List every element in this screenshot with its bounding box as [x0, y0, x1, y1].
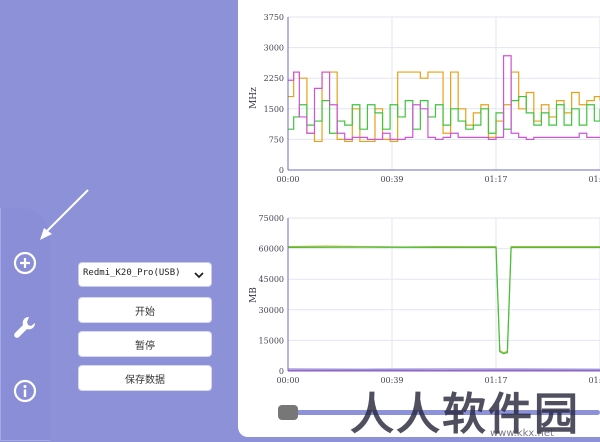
chart1-y-tick-label: 750: [269, 135, 284, 144]
pause-button[interactable]: 暂停: [78, 331, 212, 357]
device-select-value: Redmi_K20_Pro(USB): [83, 268, 181, 278]
chart2-y-tick-label: 60000: [259, 245, 284, 254]
pointer-arrow-icon: [30, 186, 92, 248]
chart2-y-tick-label: 75000: [259, 214, 284, 223]
slider-thumb[interactable]: [278, 405, 298, 420]
charts-svg: MHz 0 750 1500 2250 3000 3750 00:00 00:39 01:17…: [238, 0, 600, 437]
chart1-y-tick-label: 0: [279, 166, 284, 175]
chart1-series-line-2: [288, 97, 600, 134]
watermark-url: www.kkx.net: [490, 428, 554, 439]
chart1-x-ticks: 00:00 00:39 01:17 01:56: [276, 175, 600, 184]
chart2-series: [288, 246, 600, 370]
info-icon[interactable]: [12, 378, 38, 404]
chart1-series-line-1: [288, 72, 600, 141]
device-select[interactable]: Redmi_K20_Pro(USB): [78, 262, 212, 287]
chart1-y-ticks: 0 750 1500 2250 3000 3750: [264, 13, 284, 175]
chart1-series-line-3: [288, 56, 600, 140]
chart1-x-tick-label: 00:00: [276, 175, 299, 184]
chart1-y-tick-label: 3750: [264, 13, 284, 22]
save-data-button[interactable]: 保存数据: [78, 365, 212, 391]
chart2-y-tick-label: 0: [279, 367, 284, 376]
wrench-icon[interactable]: [12, 314, 38, 340]
start-button[interactable]: 开始: [78, 297, 212, 323]
chart2-series-line-1: [288, 246, 600, 352]
left-panel: Redmi_K20_Pro(USB) 开始 暂停 保存数据: [0, 0, 238, 441]
chart2-series-line-2: [288, 247, 600, 353]
chart1-y-tick-label: 3000: [264, 44, 284, 53]
chart1-x-tick-label: 00:39: [380, 175, 403, 184]
chart2-y-ticks: 0 15000 30000 45000 60000 75000: [259, 214, 284, 376]
chevron-down-icon: [193, 269, 205, 281]
chart1-y-tick-label: 2250: [264, 74, 284, 83]
chart2-grid: [288, 218, 600, 371]
chart1-grid: [288, 17, 600, 170]
cpu-frequency-chart: MHz 0 750 1500 2250 3000 3750 00:00 00:39 01:17…: [249, 13, 600, 184]
chart1-x-tick-label: 01:17: [484, 175, 507, 184]
chart1-x-tick-label: 01:56: [588, 175, 600, 184]
chart1-y-axis-label: MHz: [249, 87, 259, 109]
chart1-series: [288, 56, 600, 142]
chart1-y-tick-label: 1500: [264, 105, 284, 114]
chart2-y-tick-label: 30000: [259, 306, 284, 315]
chart2-x-tick-label: 01:56: [588, 376, 600, 385]
chart2-y-tick-label: 15000: [259, 336, 284, 345]
chart2-y-tick-label: 45000: [259, 275, 284, 284]
chart2-x-tick-label: 00:00: [276, 376, 299, 385]
chart2-y-axis-label: MB: [249, 287, 259, 303]
chart-panel: MHz 0 750 1500 2250 3000 3750 00:00 00:39 01:17…: [238, 0, 600, 437]
add-circle-icon[interactable]: [12, 250, 38, 276]
